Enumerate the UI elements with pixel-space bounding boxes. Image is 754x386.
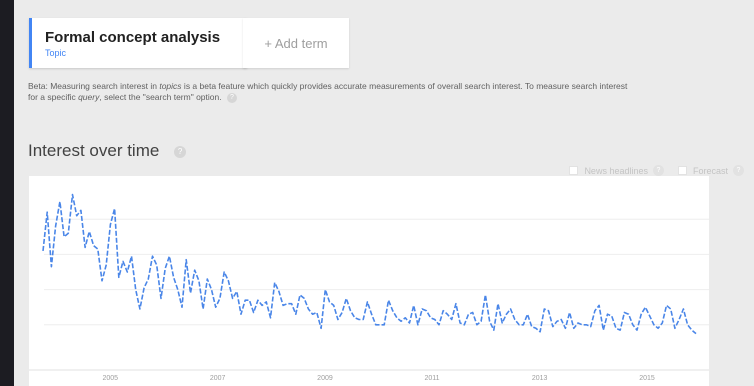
x-tick-label-2011: 2011 bbox=[425, 375, 440, 382]
news-headlines-checkbox[interactable] bbox=[569, 166, 579, 175]
interest-chart-svg: 2005 2007 2009 2011 2013 2015 bbox=[29, 193, 709, 382]
trends-page: Formal concept analysis Topic + Add term… bbox=[14, 0, 754, 386]
term-type: Topic bbox=[45, 48, 67, 58]
term-name: Formal concept analysis bbox=[45, 29, 221, 46]
forecast-help-icon[interactable]: ? bbox=[733, 165, 744, 176]
beta-note-topics: topics bbox=[159, 81, 182, 91]
interest-over-time-heading: Interest over time ? bbox=[28, 141, 187, 161]
chart-options: News headlines ? Forecast ? bbox=[555, 165, 744, 176]
section-title: Interest over time bbox=[28, 141, 160, 160]
beta-note-text-2: is a beta feature which quickly provides… bbox=[28, 81, 628, 102]
beta-note: Beta: Measuring search interest in topic… bbox=[28, 81, 628, 103]
x-tick-label-2013: 2013 bbox=[532, 375, 548, 382]
x-tick-label-2005: 2005 bbox=[103, 375, 119, 382]
section-help-icon[interactable]: ? bbox=[174, 145, 187, 158]
interest-chart: 2005 2007 2009 2011 2013 2015 bbox=[29, 176, 709, 386]
beta-note-query: query bbox=[78, 92, 100, 102]
forecast-label: Forecast bbox=[692, 165, 728, 176]
x-tick-label-2009: 2009 bbox=[317, 375, 333, 382]
news-headlines-option[interactable]: News headlines ? bbox=[569, 165, 664, 176]
beta-help-icon[interactable]: ? bbox=[226, 92, 237, 103]
news-headlines-label: News headlines bbox=[584, 165, 648, 176]
search-term-card[interactable]: Formal concept analysis Topic bbox=[29, 18, 247, 68]
news-headlines-help-icon[interactable]: ? bbox=[652, 165, 664, 176]
forecast-option[interactable]: Forecast ? bbox=[677, 165, 744, 176]
x-tick-label-2007: 2007 bbox=[210, 375, 226, 382]
beta-note-text-3: , select the "search term" option. bbox=[99, 92, 222, 102]
add-term-button[interactable]: + Add term bbox=[243, 18, 349, 68]
forecast-checkbox[interactable] bbox=[677, 166, 687, 175]
series-line-0 bbox=[42, 193, 697, 335]
x-tick-label-2015: 2015 bbox=[639, 375, 655, 382]
beta-note-text-1: Beta: Measuring search interest in bbox=[28, 81, 160, 91]
